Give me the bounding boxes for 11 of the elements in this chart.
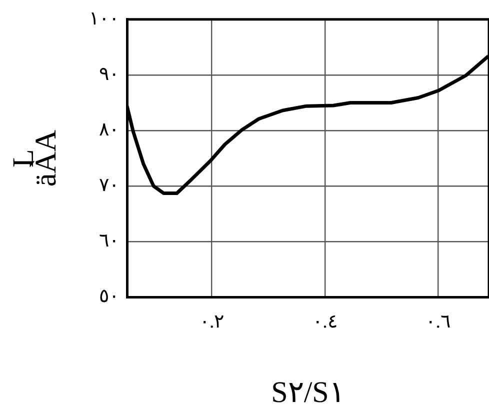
y-tick-label: ١٠٠ — [89, 8, 119, 30]
x-axis-title: S٢/S١ — [271, 376, 345, 409]
x-tick-label: ٠.٦ — [426, 312, 450, 333]
y-tick-label: ٨٠ — [99, 120, 119, 141]
y-tick-label: ٦٠ — [99, 230, 119, 252]
y-tick-label: ٥٠ — [99, 286, 119, 308]
x-tick-label: ٠.٤ — [312, 312, 338, 333]
y-tick-label: ٧٠ — [99, 175, 119, 196]
y-axis-title: L äÀA — [7, 130, 63, 187]
x-tick-label: ٠.٢ — [199, 312, 224, 333]
y-tick-label: ٩٠ — [99, 64, 119, 85]
